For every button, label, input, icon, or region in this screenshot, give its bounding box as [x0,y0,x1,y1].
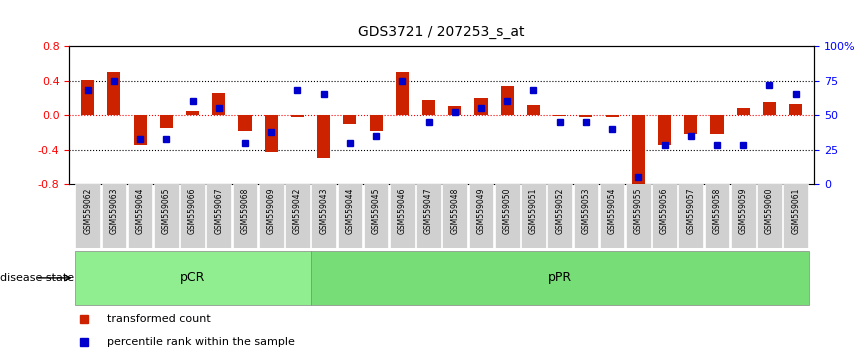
Text: GSM559049: GSM559049 [476,187,486,234]
Bar [579,115,592,117]
Text: GSM559050: GSM559050 [503,187,512,234]
Text: GSM559055: GSM559055 [634,187,643,234]
Bar [422,99,435,115]
Text: GSM559043: GSM559043 [320,187,328,234]
Bar [527,105,540,115]
FancyBboxPatch shape [390,184,415,248]
Text: GSM559061: GSM559061 [792,187,800,234]
Bar [133,115,146,145]
Bar [553,115,566,116]
Text: GSM559065: GSM559065 [162,187,171,234]
FancyBboxPatch shape [206,184,231,248]
Bar [501,86,514,115]
FancyBboxPatch shape [626,184,650,248]
Text: GSM559066: GSM559066 [188,187,197,234]
Text: disease state: disease state [0,273,74,283]
Bar [763,102,776,115]
Text: GSM559056: GSM559056 [660,187,669,234]
FancyBboxPatch shape [233,184,257,248]
FancyBboxPatch shape [705,184,729,248]
Bar [632,115,645,184]
Text: GSM559060: GSM559060 [765,187,774,234]
Bar [81,80,94,115]
Text: GSM559044: GSM559044 [346,187,354,234]
FancyBboxPatch shape [731,184,755,248]
FancyBboxPatch shape [547,184,572,248]
FancyBboxPatch shape [312,184,336,248]
Text: GSM559067: GSM559067 [214,187,223,234]
FancyBboxPatch shape [652,184,677,248]
FancyBboxPatch shape [75,184,100,248]
Text: GSM559046: GSM559046 [397,187,407,234]
Bar [684,115,697,134]
FancyBboxPatch shape [338,184,362,248]
FancyBboxPatch shape [757,184,782,248]
FancyBboxPatch shape [784,184,808,248]
Bar [212,93,225,115]
FancyBboxPatch shape [573,184,598,248]
FancyBboxPatch shape [364,184,389,248]
Bar [605,115,618,117]
Text: GSM559053: GSM559053 [581,187,591,234]
FancyBboxPatch shape [600,184,624,248]
FancyBboxPatch shape [311,251,809,305]
FancyBboxPatch shape [417,184,441,248]
Bar [737,108,750,115]
FancyBboxPatch shape [678,184,703,248]
Bar [107,72,120,115]
Text: GSM559051: GSM559051 [529,187,538,234]
Text: GSM559063: GSM559063 [109,187,119,234]
Bar [186,111,199,115]
Text: GSM559064: GSM559064 [136,187,145,234]
Text: GDS3721 / 207253_s_at: GDS3721 / 207253_s_at [359,25,525,39]
Text: GSM559045: GSM559045 [372,187,380,234]
Bar [317,115,330,158]
Text: GSM559069: GSM559069 [267,187,275,234]
FancyBboxPatch shape [494,184,520,248]
FancyBboxPatch shape [443,184,467,248]
Text: GSM559054: GSM559054 [608,187,617,234]
FancyBboxPatch shape [285,184,310,248]
Text: GSM559057: GSM559057 [686,187,695,234]
Bar [343,115,357,124]
FancyBboxPatch shape [180,184,205,248]
Bar [238,115,251,131]
FancyBboxPatch shape [521,184,546,248]
Text: pCR: pCR [180,272,205,284]
Text: GSM559058: GSM559058 [713,187,721,234]
Text: percentile rank within the sample: percentile rank within the sample [107,337,294,348]
Text: GSM559047: GSM559047 [424,187,433,234]
Bar [789,104,802,115]
Text: GSM559052: GSM559052 [555,187,564,234]
FancyBboxPatch shape [128,184,152,248]
Bar [710,115,724,134]
Bar [658,115,671,145]
Bar [370,115,383,131]
Bar [291,115,304,117]
FancyBboxPatch shape [101,184,126,248]
Bar [159,115,173,128]
Text: GSM559059: GSM559059 [739,187,747,234]
Text: pPR: pPR [547,272,572,284]
FancyBboxPatch shape [469,184,494,248]
Text: GSM559062: GSM559062 [83,187,92,234]
Text: GSM559042: GSM559042 [293,187,302,234]
Bar [396,72,409,115]
Text: GSM559048: GSM559048 [450,187,459,234]
FancyBboxPatch shape [259,184,283,248]
Text: GSM559068: GSM559068 [241,187,249,234]
Text: transformed count: transformed count [107,314,210,325]
Bar [265,115,278,152]
FancyBboxPatch shape [74,251,311,305]
FancyBboxPatch shape [154,184,178,248]
Bar [475,98,488,115]
Bar [449,107,462,115]
